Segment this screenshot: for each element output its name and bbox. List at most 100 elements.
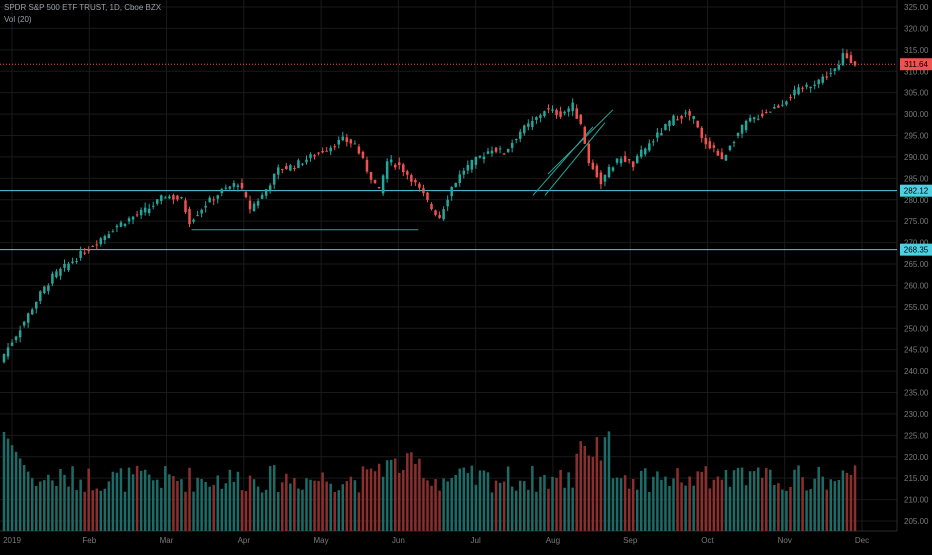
candle-body[interactable] (14, 336, 18, 341)
volume-bar[interactable] (220, 488, 224, 531)
candle-body[interactable] (510, 142, 514, 148)
candle-body[interactable] (2, 354, 6, 363)
candle-body[interactable] (660, 133, 663, 136)
candle-body[interactable] (329, 147, 332, 152)
volume-bar[interactable] (87, 468, 90, 531)
volume-bar[interactable] (434, 479, 437, 531)
volume-bar[interactable] (232, 481, 236, 531)
candle-body[interactable] (627, 159, 631, 161)
volume-bar[interactable] (502, 481, 506, 531)
candle-body[interactable] (603, 174, 607, 182)
volume-bar[interactable] (486, 472, 490, 531)
candle-body[interactable] (720, 152, 724, 160)
candle-body[interactable] (236, 185, 240, 187)
volume-bar[interactable] (740, 467, 744, 531)
candle-body[interactable] (704, 137, 708, 145)
volume-bar[interactable] (603, 437, 607, 531)
volume-bar[interactable] (692, 485, 695, 531)
volume-bar[interactable] (684, 485, 687, 531)
candle-body[interactable] (434, 210, 437, 215)
candle-body[interactable] (809, 86, 812, 89)
volume-bar[interactable] (188, 467, 191, 531)
candle-body[interactable] (595, 165, 599, 178)
candle-body[interactable] (559, 111, 562, 117)
candle-body[interactable] (825, 76, 829, 78)
candle-body[interactable] (47, 285, 50, 291)
volume-bar[interactable] (329, 483, 332, 531)
candle-body[interactable] (833, 68, 837, 71)
volume-bar[interactable] (579, 441, 582, 531)
candle-body[interactable] (212, 199, 215, 201)
volume-bar[interactable] (728, 486, 732, 531)
candle-body[interactable] (305, 159, 308, 163)
candle-body[interactable] (789, 96, 792, 99)
candle-body[interactable] (51, 273, 54, 284)
candle-body[interactable] (535, 117, 538, 121)
volume-bar[interactable] (801, 477, 804, 531)
candle-body[interactable] (781, 104, 784, 106)
candle-body[interactable] (293, 168, 296, 170)
candle-body[interactable] (591, 162, 595, 170)
candle-body[interactable] (216, 195, 220, 199)
volume-bar[interactable] (732, 470, 736, 531)
volume-bar[interactable] (305, 478, 308, 531)
volume-bar[interactable] (454, 474, 457, 531)
candle-body[interactable] (135, 214, 139, 216)
volume-bar[interactable] (325, 481, 328, 531)
candle-body[interactable] (333, 146, 336, 148)
candle-body[interactable] (200, 209, 203, 214)
trend-line[interactable] (544, 122, 606, 196)
volume-bar[interactable] (547, 488, 550, 531)
candle-body[interactable] (502, 153, 506, 155)
volume-bar[interactable] (281, 482, 284, 531)
volume-bar[interactable] (833, 481, 837, 531)
volume-bar[interactable] (22, 465, 26, 531)
candle-body[interactable] (406, 171, 409, 175)
candle-body[interactable] (164, 197, 167, 199)
candle-body[interactable] (579, 114, 582, 124)
volume-bar[interactable] (789, 486, 792, 531)
candle-body[interactable] (773, 107, 776, 109)
volume-bar[interactable] (277, 491, 280, 531)
volume-bar[interactable] (438, 490, 441, 531)
candle-body[interactable] (260, 194, 264, 199)
candle-body[interactable] (752, 117, 756, 120)
volume-bar[interactable] (748, 471, 752, 531)
volume-bar[interactable] (289, 483, 292, 531)
candle-body[interactable] (712, 145, 716, 148)
volume-bar[interactable] (156, 479, 159, 531)
candle-body[interactable] (398, 162, 401, 165)
volume-bar[interactable] (426, 480, 429, 531)
candle-body[interactable] (696, 120, 699, 128)
volume-bar[interactable] (192, 491, 195, 531)
volume-bar[interactable] (160, 487, 163, 531)
volume-bar[interactable] (200, 478, 203, 531)
volume-bar[interactable] (422, 478, 425, 531)
volume-bar[interactable] (680, 482, 683, 531)
candle-body[interactable] (139, 209, 143, 216)
candle-body[interactable] (220, 189, 224, 194)
candle-body[interactable] (301, 163, 304, 165)
volume-bar[interactable] (123, 491, 127, 531)
volume-bar[interactable] (406, 453, 409, 531)
candle-body[interactable] (115, 225, 119, 228)
volume-bar[interactable] (720, 479, 724, 531)
candle-body[interactable] (797, 87, 800, 95)
volume-bar[interactable] (644, 468, 647, 531)
candle-body[interactable] (623, 156, 627, 162)
candle-body[interactable] (232, 183, 236, 187)
candle-body[interactable] (635, 155, 639, 164)
candle-body[interactable] (543, 111, 546, 117)
candle-body[interactable] (377, 186, 381, 188)
volume-bar[interactable] (184, 491, 187, 531)
volume-bar[interactable] (268, 466, 272, 531)
candle-body[interactable] (180, 197, 183, 199)
volume-bar[interactable] (639, 470, 643, 531)
candle-body[interactable] (297, 160, 300, 168)
volume-bar[interactable] (587, 455, 591, 531)
volume-bar[interactable] (829, 479, 833, 531)
volume-bar[interactable] (527, 489, 530, 531)
volume-bar[interactable] (482, 470, 486, 531)
volume-bar[interactable] (470, 465, 474, 531)
volume-bar[interactable] (39, 481, 42, 531)
